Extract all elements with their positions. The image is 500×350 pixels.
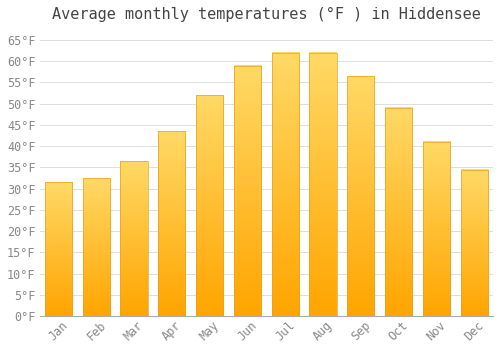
- Bar: [347, 76, 374, 316]
- Bar: [158, 131, 186, 316]
- Bar: [234, 65, 261, 316]
- Bar: [385, 108, 412, 316]
- Bar: [460, 169, 488, 316]
- Bar: [460, 169, 488, 316]
- Bar: [310, 53, 336, 316]
- Bar: [45, 182, 72, 316]
- Bar: [158, 131, 186, 316]
- Bar: [347, 76, 374, 316]
- Bar: [82, 178, 110, 316]
- Bar: [272, 53, 299, 316]
- Bar: [423, 142, 450, 316]
- Bar: [423, 142, 450, 316]
- Bar: [82, 178, 110, 316]
- Bar: [120, 161, 148, 316]
- Bar: [196, 95, 224, 316]
- Bar: [45, 182, 72, 316]
- Bar: [196, 95, 224, 316]
- Bar: [272, 53, 299, 316]
- Bar: [120, 161, 148, 316]
- Bar: [310, 53, 336, 316]
- Bar: [234, 65, 261, 316]
- Bar: [385, 108, 412, 316]
- Title: Average monthly temperatures (°F ) in Hiddensee: Average monthly temperatures (°F ) in Hi…: [52, 7, 481, 22]
